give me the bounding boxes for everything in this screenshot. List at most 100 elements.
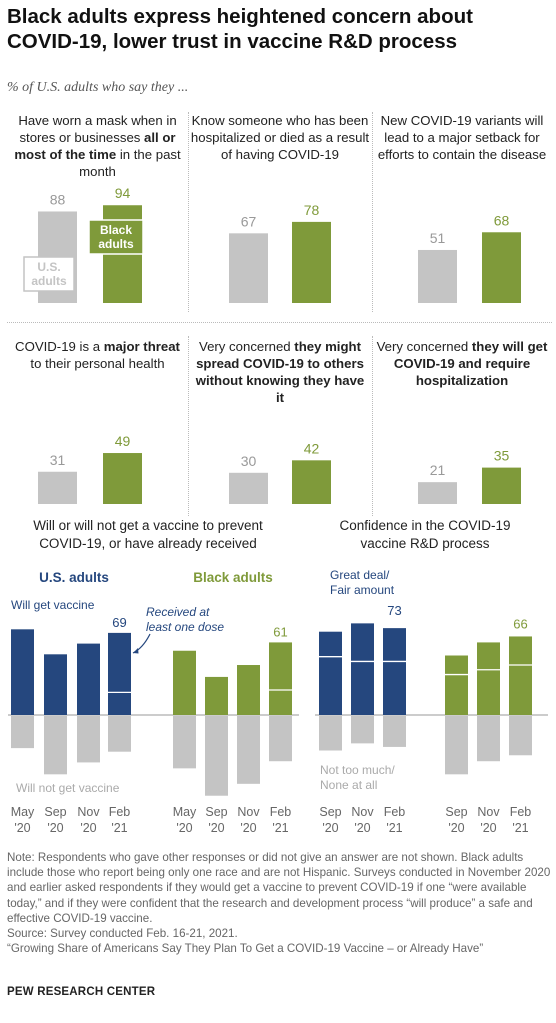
note-text: Note: Respondents who gave other respons… [7,851,551,925]
bar-positive [173,650,196,715]
bar-positive [11,629,34,715]
annotation-part: Received at [146,605,210,619]
source-text: Source: Survey conducted Feb. 16-21, 202… [7,927,238,941]
panel-title-part: New COVID-19 variants will lead to a maj… [377,113,547,162]
bar-negative [269,716,292,762]
x-tick-part: May [173,805,197,819]
bar-black-adults [103,453,142,504]
x-tick-part: Sep [205,805,227,819]
x-tick-part: '20 [354,821,370,835]
bar-positive [509,636,532,715]
divider [188,336,190,516]
bar-negative [477,716,500,762]
bar-negative [383,716,406,747]
legend-word: U.S. [37,260,60,274]
divider [7,322,552,324]
x-tick-label: Feb '21 [270,805,292,835]
x-tick-part: Nov [477,805,500,819]
value-label: 49 [115,433,131,449]
bar-positive [77,643,100,715]
bar-positive [477,642,500,715]
x-tick-part: '21 [386,821,402,835]
annotation-will-get: Will get vaccine [11,598,95,612]
bar-negative [319,716,342,751]
bar-us-adults [38,471,77,504]
x-tick-label: May '20 [173,805,197,835]
bar-negative [44,716,67,775]
x-tick-part: '20 [47,821,63,835]
x-tick-label: Nov '20 [351,805,374,835]
x-tick-label: Sep '20 [319,805,341,835]
annotation-part: Not too much/ [320,763,395,777]
x-tick-label: May '20 [11,805,35,835]
x-tick-label: Sep '20 [445,805,467,835]
bar-black-adults [482,232,521,303]
panel-title-part: in the past month [79,147,181,179]
x-tick-part: '20 [176,821,192,835]
bar-positive [351,623,374,715]
value-label: 66 [513,616,527,631]
value-label: 88 [50,191,66,207]
panel-title-part: to their personal health [30,356,165,371]
bar-positive [383,628,406,715]
legend-box-us [23,256,75,292]
bar-negative [351,716,374,744]
panel-title-hospitalization: Very concerned they will get COVID-19 an… [372,338,552,389]
bar-negative [173,716,196,769]
report-title: “Growing Share of Americans Say They Pla… [7,942,484,956]
x-tick-part: Sep [44,805,66,819]
footnote: Note: Respondents who gave other respons… [7,850,552,956]
bar-positive [269,642,292,715]
x-tick-part: May [11,805,35,819]
bar-negative [108,716,131,752]
legend-label-black: Black adults [98,223,134,251]
panel-title-part: they might spread COVID-19 to others wit… [195,339,365,405]
bar-positive [108,632,131,715]
value-label: 42 [304,440,320,456]
annotation-part: None at all [320,778,377,792]
x-tick-label: Nov '20 [477,805,500,835]
legend-word: Black [100,223,132,237]
annotation-received: Received at least one dose [146,605,224,634]
bar-us-adults [418,249,457,303]
x-tick-part: Feb [270,805,292,819]
bar-positive [205,676,228,715]
value-label: 61 [273,624,287,639]
value-label: 68 [494,212,510,228]
bar-negative [445,716,468,775]
x-tick-part: '21 [111,821,127,835]
bar-negative [205,716,228,796]
value-label: 73 [387,603,401,618]
legend-box-black [88,219,144,255]
value-label: 30 [241,453,257,469]
x-tick-part: '20 [80,821,96,835]
panel-title-part: Have worn a mask when in stores or busin… [18,113,177,145]
x-tick-part: '21 [272,821,288,835]
legend-label-us: U.S. adults [31,260,67,288]
x-tick-part: '20 [448,821,464,835]
annotation-arrowhead [133,648,139,654]
x-tick-label: Nov '20 [77,805,100,835]
panel-title-variants: New COVID-19 variants will lead to a maj… [372,112,552,163]
bar-negative [77,716,100,763]
chart-subtitle: % of U.S. adults who say they ... [7,80,189,95]
x-tick-part: '20 [208,821,224,835]
bar-positive [44,654,67,715]
annotation-not-too-much: Not too much/None at all [320,763,395,792]
panel-title-part: they will get COVID-19 and require hospi… [393,339,548,388]
annotation-great-deal: Great deal/Fair amount [330,568,395,597]
group-label-us: U.S. adults [39,570,109,585]
org-name: PEW RESEARCH CENTER [7,986,156,998]
x-tick-part: Sep [319,805,341,819]
bar-black-adults [292,460,331,504]
x-tick-part: '20 [322,821,338,835]
group-label-black: Black adults [193,570,273,585]
legend-word: adults [31,274,67,288]
x-tick-label: Nov '20 [237,805,260,835]
bar-positive [237,665,260,715]
panel-title-part: Very concerned [199,339,291,354]
x-tick-part: '20 [14,821,30,835]
panel-title-part: Know someone who has been hospitalized o… [190,113,370,162]
annotation-part: Fair amount [330,583,395,597]
x-tick-part: Sep [445,805,467,819]
